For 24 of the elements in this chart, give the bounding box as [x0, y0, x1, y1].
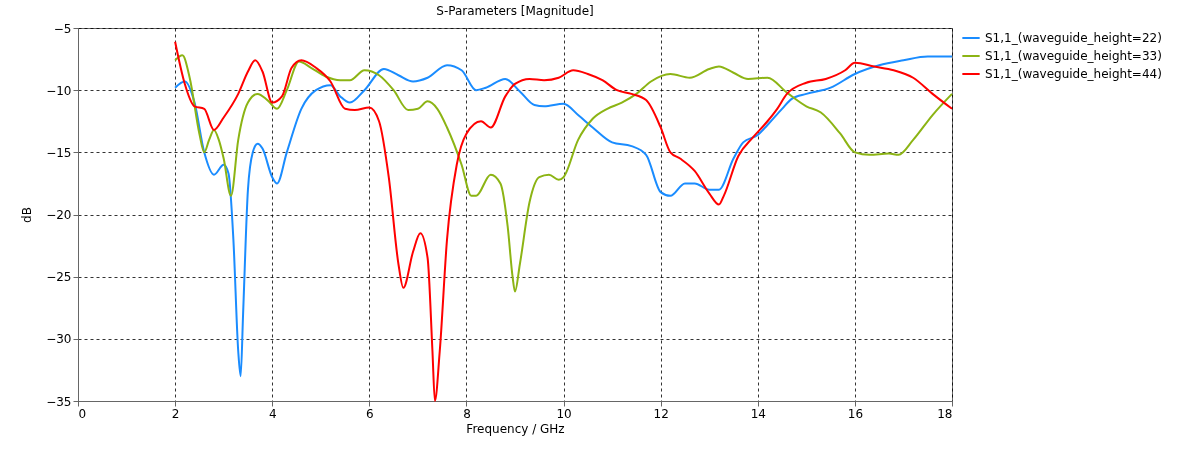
x-tick-label: 10: [556, 406, 572, 421]
x-tick-label: 8: [463, 406, 471, 421]
y-tick-label: −10: [46, 83, 72, 98]
line-series: [174, 54, 953, 293]
x-tick-label: 0: [78, 406, 87, 421]
y-tick-label: −30: [46, 332, 72, 347]
y-tick-label: −25: [46, 270, 72, 285]
x-tick-label: 4: [268, 406, 277, 421]
legend-label: S1,1_(waveguide_height=33): [985, 49, 1162, 63]
x-axis-title: Frequency / GHz: [466, 421, 565, 436]
x-tick-label: 18: [937, 406, 953, 421]
x-tick-label: 6: [366, 406, 374, 421]
y-axis-title: dB: [20, 207, 35, 223]
y-tick-label: −20: [46, 208, 72, 222]
x-tick-label: 12: [653, 406, 669, 421]
y-tick-label: −35: [46, 394, 72, 409]
x-tick-label: 2: [171, 406, 180, 421]
chart-title: S-Parameters [Magnitude]: [436, 4, 594, 18]
x-tick-label: 14: [750, 406, 766, 421]
y-tick-label: −5: [53, 21, 72, 36]
x-tick-label: 16: [847, 406, 864, 421]
legend-label: S1,1_(waveguide_height=44): [985, 67, 1162, 81]
y-tick-label: −15: [46, 145, 72, 160]
legend-label: S1,1_(waveguide_height=22): [985, 31, 1162, 45]
